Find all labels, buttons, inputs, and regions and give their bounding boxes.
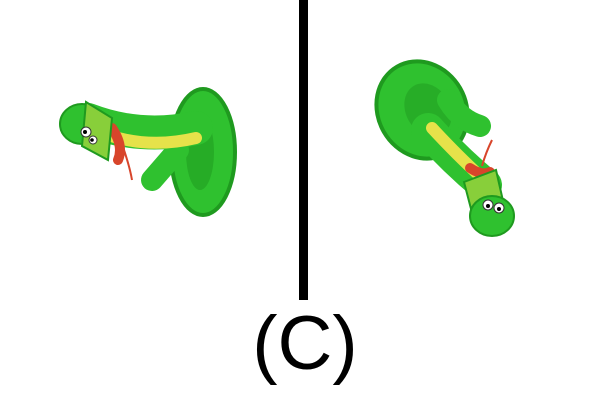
- figure-caption: (C): [252, 301, 358, 386]
- snake-pupil-left: [486, 204, 490, 208]
- panel-divider: [299, 0, 308, 300]
- snake-tail: [437, 89, 491, 137]
- snake-pupil-left: [83, 130, 87, 134]
- toy-snake-image-right: [374, 59, 515, 237]
- panel-left: [0, 0, 300, 300]
- snake-tail: [141, 139, 189, 191]
- snake-pupil-right: [497, 207, 501, 211]
- snake-collar: [107, 123, 125, 165]
- snake-ribbon-string: [481, 139, 493, 167]
- toy-snake-image-left: [59, 87, 237, 217]
- snake-pupil-right: [90, 138, 94, 142]
- panel-right: [310, 0, 610, 300]
- snake-ribbon-string: [123, 149, 133, 181]
